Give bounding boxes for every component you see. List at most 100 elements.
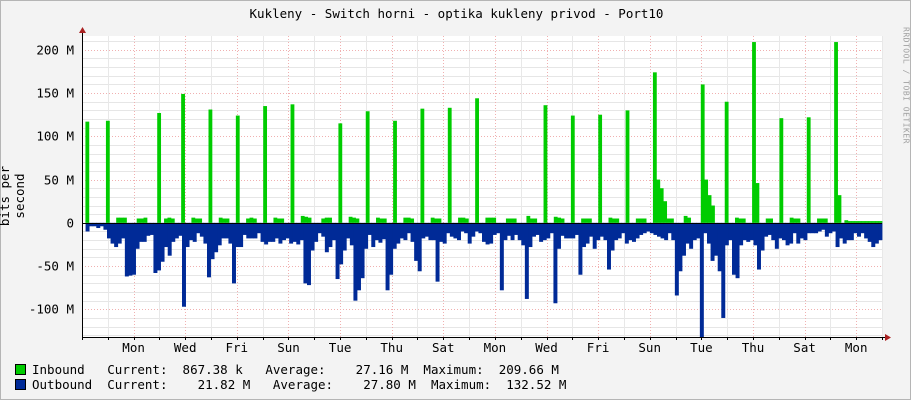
outbound-bar	[853, 222, 858, 234]
inbound-bar	[683, 215, 688, 223]
outbound-bar	[514, 222, 519, 235]
outbound-bar	[217, 222, 222, 246]
inbound-bar	[642, 218, 647, 223]
outbound-bar	[678, 222, 683, 272]
outbound-bar	[296, 222, 301, 245]
outbound-bar	[260, 222, 265, 242]
outbound-bar	[199, 222, 204, 237]
inbound-bar	[851, 221, 856, 223]
outbound-bar	[239, 222, 244, 248]
outbound-bar	[192, 222, 197, 242]
x-day-label: Thu	[380, 340, 403, 355]
outbound-bar	[139, 222, 144, 242]
legend-row-outbound: Outbound Current: 21.82 M Average: 27.80…	[15, 377, 566, 392]
outbound-bar	[842, 222, 847, 244]
y-tick-label: 0	[66, 216, 74, 231]
legend-outbound-name: Outbound	[32, 377, 93, 392]
outbound-bar	[710, 222, 715, 261]
inbound-bar	[755, 183, 760, 223]
outbound-bar	[860, 222, 865, 234]
outbound-bar	[210, 222, 215, 260]
outbound-bar	[760, 222, 765, 251]
outbound-bar	[149, 222, 154, 235]
outbound-bar	[753, 222, 758, 246]
outbound-bar	[874, 222, 879, 244]
outbound-bar	[742, 222, 747, 241]
inbound-bar	[639, 218, 644, 223]
outbound-bar	[374, 222, 379, 241]
inbound-bar	[529, 218, 534, 223]
outbound-bar	[424, 222, 429, 237]
outbound-bar	[474, 222, 479, 232]
outbound-bar	[799, 222, 804, 239]
inbound-bar	[670, 218, 674, 223]
inbound-bar	[410, 218, 415, 223]
inbound-bar	[235, 115, 240, 223]
outbound-bar	[817, 222, 822, 232]
outbound-bar	[746, 222, 751, 242]
outbound-bar	[99, 222, 104, 227]
outbound-bar	[132, 222, 136, 275]
outbound-bar	[528, 222, 533, 248]
outbound-bar	[317, 222, 322, 234]
inbound-bar	[765, 218, 770, 223]
x-day-label: Tue	[690, 340, 713, 355]
outbound-bar	[560, 222, 565, 236]
inbound-bar	[817, 218, 821, 223]
y-tick-label: -100 M	[29, 302, 74, 317]
y-axis-arrow	[79, 27, 86, 33]
outbound-bar	[253, 222, 258, 239]
inbound-bar	[543, 105, 548, 223]
outbound-bar	[392, 222, 397, 249]
inbound-bar	[475, 98, 479, 223]
inbound-bar	[512, 218, 517, 223]
outbound-bar	[110, 222, 115, 244]
inbound-bar	[273, 217, 278, 223]
outbound-bar	[778, 222, 783, 239]
outbound-bar	[321, 222, 326, 237]
outbound-bar	[807, 222, 811, 234]
outbound-bar	[246, 222, 251, 239]
inbound-bar	[557, 217, 562, 223]
outbound-bar	[182, 222, 186, 307]
outbound-bar	[449, 222, 454, 237]
outbound-bar	[771, 222, 776, 241]
outbound-bar	[571, 222, 576, 239]
inbound-bar	[861, 221, 866, 223]
legend-current-label: Current:	[107, 362, 168, 377]
outbound-bar	[667, 222, 672, 234]
inbound-bar	[167, 217, 172, 223]
legend-maximum-label: Maximum:	[423, 362, 484, 377]
outbound-bar	[453, 222, 458, 239]
inbound-bar	[666, 218, 671, 223]
outbound-bar	[428, 222, 433, 241]
outbound-bar	[674, 222, 679, 296]
x-day-label: Sun	[277, 340, 300, 355]
outbound-bar	[360, 222, 365, 279]
inbound-bar	[875, 221, 879, 223]
outbound-bar	[607, 222, 611, 270]
inbound-bar	[659, 188, 664, 223]
inbound-bar	[526, 215, 531, 223]
outbound-bar	[207, 222, 211, 278]
outbound-bar	[835, 222, 840, 248]
x-day-label: Mon	[484, 340, 507, 355]
outbound-bar	[632, 222, 636, 242]
outbound-bar	[785, 222, 790, 246]
outbound-bar	[460, 222, 465, 232]
outbound-bar	[382, 222, 386, 240]
outbound-bar	[532, 222, 536, 237]
x-axis-arrow	[885, 334, 891, 341]
inbound-bar	[823, 218, 828, 223]
inbound-bar	[85, 121, 90, 223]
outbound-bar	[749, 222, 754, 241]
inbound-bar	[854, 221, 859, 223]
inbound-bar	[437, 218, 442, 223]
outbound-bar	[789, 222, 794, 244]
inbound-bar	[406, 217, 411, 223]
inbound-bar	[584, 218, 589, 223]
outbound-bar	[699, 222, 704, 337]
inbound-bar	[652, 72, 657, 223]
